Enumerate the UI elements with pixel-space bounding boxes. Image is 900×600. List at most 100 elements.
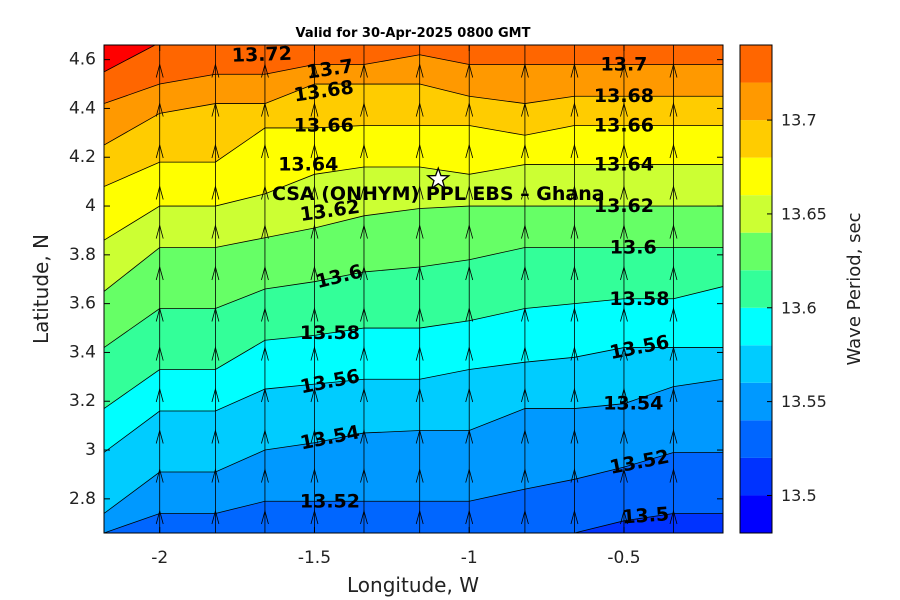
y-tick-label: 3 <box>85 440 96 460</box>
arrow-head <box>261 428 269 444</box>
arrow-head <box>521 387 529 403</box>
arrow-head <box>155 387 164 403</box>
y-tick-label: 3.6 <box>69 294 96 314</box>
x-axis-ticks: -2 -1.5 -1 -0.5 <box>151 45 641 568</box>
arrow-head <box>620 224 628 239</box>
arrow-head <box>155 62 164 78</box>
arrow-head <box>261 62 269 78</box>
colorbar-frame <box>739 44 773 534</box>
arrow-head <box>360 306 368 322</box>
colorbar-swatch <box>740 82 772 121</box>
arrow-head <box>521 468 529 483</box>
y-tick-label: 4.6 <box>69 50 96 70</box>
contour-label: 13.72 <box>231 43 292 67</box>
arrow-head <box>570 102 579 117</box>
contour-label: 13.68 <box>594 85 654 107</box>
arrow-head <box>669 509 678 525</box>
arrow-head <box>570 224 579 239</box>
arrow-head <box>261 224 269 239</box>
colorbar-swatch <box>740 420 772 458</box>
plot-area <box>104 45 723 533</box>
y-tick-label: 3.8 <box>69 245 96 265</box>
y-tick-label: 2.8 <box>69 489 96 509</box>
arrow-head <box>521 509 529 525</box>
arrow-head <box>570 62 579 78</box>
arrow-head <box>310 346 319 361</box>
contour-label: 13.62 <box>594 195 654 217</box>
colorbar-swatch <box>740 232 772 271</box>
arrow-head <box>669 306 678 322</box>
arrow-head <box>465 468 474 483</box>
arrow-head <box>261 265 269 281</box>
arrow-head <box>360 224 368 239</box>
arrow-head <box>261 468 269 483</box>
arrow-head <box>360 428 368 444</box>
arrow-head <box>570 265 579 281</box>
y-tick-label: 3.4 <box>69 342 96 362</box>
contour-label: 13.54 <box>603 393 663 415</box>
arrow-head <box>310 509 319 525</box>
arrow-head <box>570 346 579 361</box>
arrow-head <box>360 346 368 361</box>
arrow-head <box>521 102 529 117</box>
colorbar-tick-label: 13.55 <box>781 392 827 411</box>
arrow-head <box>620 265 628 281</box>
arrow-head <box>415 346 424 361</box>
arrow-head <box>415 265 424 281</box>
arrow-head <box>620 346 628 361</box>
colorbar-swatch <box>740 457 772 496</box>
contour-label: 13.66 <box>594 115 654 137</box>
arrow-head <box>570 387 579 403</box>
colorbar-swatch <box>740 495 772 533</box>
arrow-head <box>261 184 269 200</box>
arrow-head <box>310 184 319 200</box>
arrow-head <box>465 184 474 200</box>
arrow-head <box>261 509 269 525</box>
arrow-head <box>310 387 319 403</box>
arrow-head <box>155 509 164 525</box>
y-axis-ticks: 2.8 3 3.2 3.4 3.6 3.8 4 4.2 4.4 4.6 <box>69 50 723 509</box>
arrow-head <box>155 468 164 483</box>
chart-title: Valid for 30-Apr-2025 0800 GMT <box>296 26 531 41</box>
arrow-head <box>465 265 474 281</box>
contour-label: 13.52 <box>300 490 360 512</box>
x-tick-label: -0.5 <box>607 548 640 568</box>
arrow-head <box>155 224 164 239</box>
arrow-head <box>669 143 678 159</box>
y-axis-label: Latitude, N <box>29 234 53 344</box>
arrow-head <box>570 184 579 200</box>
arrow-head <box>669 387 678 403</box>
arrow-head <box>570 306 579 322</box>
arrow-head <box>465 224 474 239</box>
arrow-head <box>211 509 220 525</box>
arrow-head <box>669 224 678 239</box>
arrow-head <box>521 306 529 322</box>
arrow-head <box>360 62 368 78</box>
arrow-head <box>211 62 220 78</box>
arrow-head <box>261 346 269 361</box>
arrow-head <box>261 306 269 322</box>
arrow-head <box>155 306 164 322</box>
arrow-head <box>465 306 474 322</box>
arrow-head <box>669 468 678 483</box>
arrow-head <box>211 387 220 403</box>
arrow-head <box>620 428 628 444</box>
arrow-head <box>669 102 678 117</box>
colorbar-swatch <box>740 157 772 196</box>
arrow-head <box>261 143 269 159</box>
arrow-head <box>360 102 368 117</box>
arrow-head <box>570 468 579 483</box>
arrow-head <box>310 306 319 322</box>
arrow-head <box>211 184 220 200</box>
y-tick-label: 3.2 <box>69 391 96 411</box>
arrow-head <box>620 468 628 483</box>
arrow-head <box>211 346 220 361</box>
arrow-head <box>310 468 319 483</box>
arrow-head <box>521 143 529 159</box>
colorbar-swatch <box>740 382 772 421</box>
colorbar-tick-label: 13.7 <box>781 111 817 130</box>
colorbar <box>740 45 772 533</box>
arrow-head <box>211 224 220 239</box>
arrow-head <box>620 184 628 200</box>
